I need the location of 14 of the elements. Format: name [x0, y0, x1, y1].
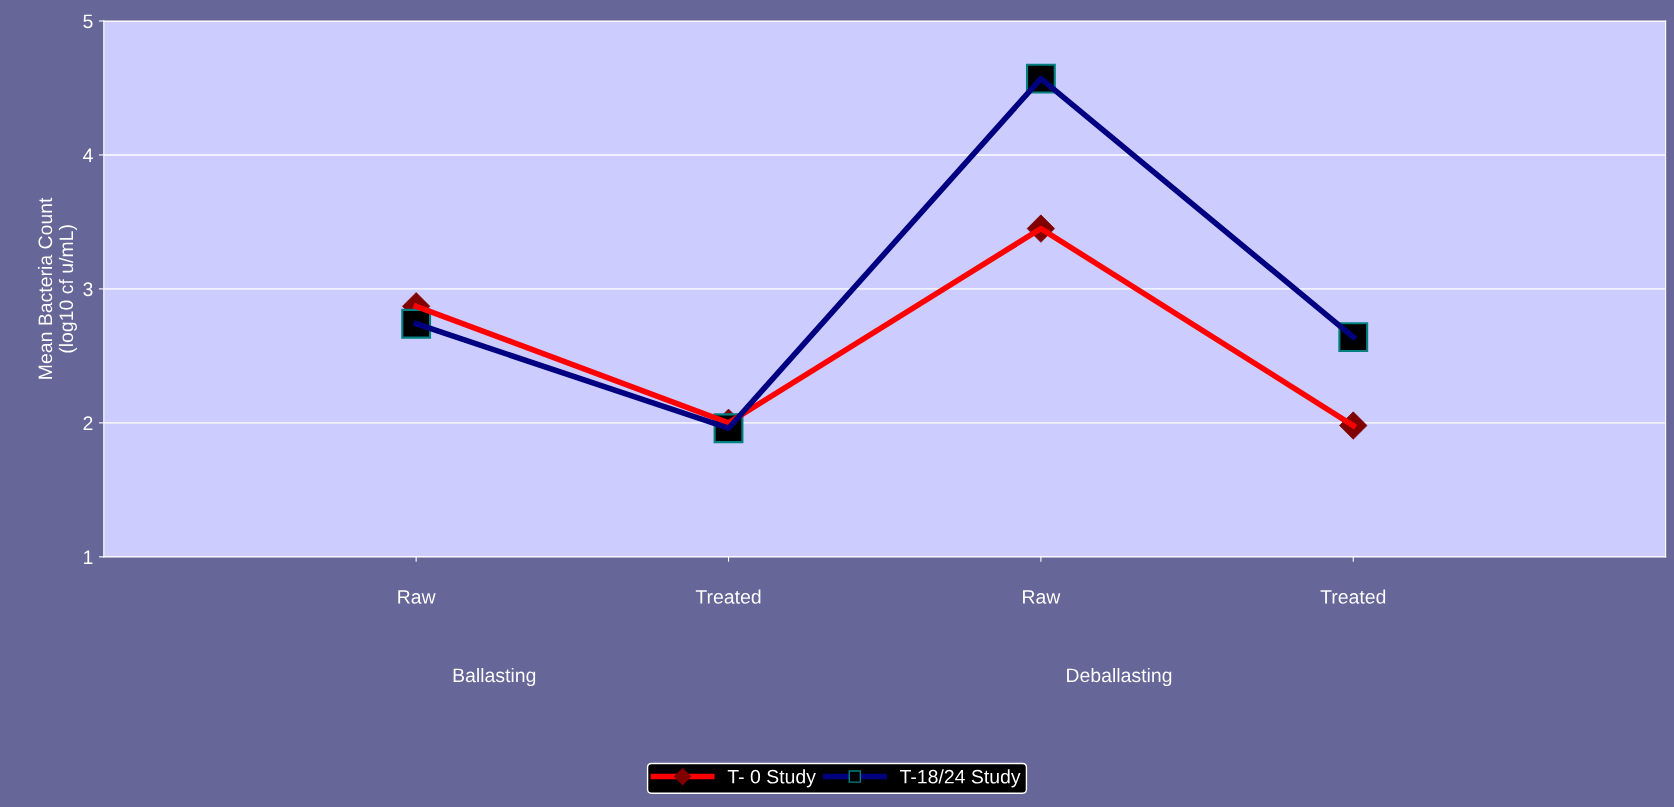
y-tick-label: 2: [83, 416, 93, 430]
text: Ballasting: [453, 667, 536, 687]
y-axis-title: Mean Bacteria Count (log10 cf u/mL): [37, 197, 77, 379]
legend-label: T- 0 Study: [727, 769, 816, 788]
legend-label: T-18/24 Study: [899, 769, 1021, 788]
y-tick-label: 3: [83, 282, 93, 297]
y-tick-label: 1: [84, 550, 93, 564]
text: Deballasting: [1067, 667, 1172, 687]
x-tick-label: Raw: [398, 590, 436, 604]
y-tick-label: 5: [83, 14, 93, 29]
x-tick-label: Treated: [695, 589, 761, 604]
y-tick-label: 4: [83, 148, 93, 162]
x-tick-label: Treated: [1320, 589, 1386, 604]
x-tick-label: Raw: [1023, 590, 1061, 604]
